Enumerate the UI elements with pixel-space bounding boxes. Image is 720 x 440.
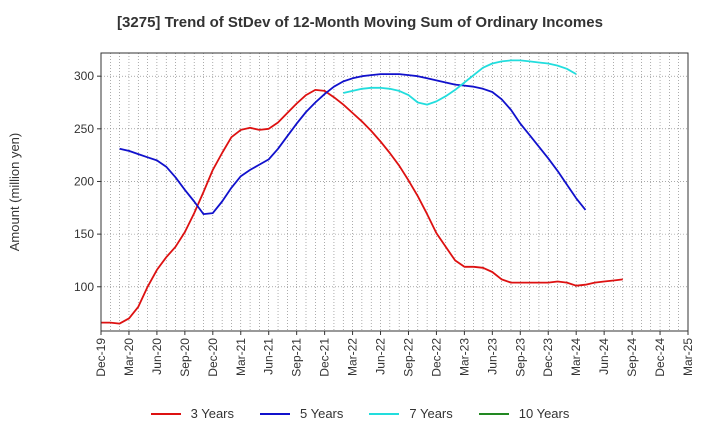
legend-swatch bbox=[150, 412, 181, 415]
legend: 3 Years 5 Years 7 Years 10 Years bbox=[0, 406, 720, 421]
legend-swatch bbox=[478, 412, 509, 415]
y-tick-label: 150 bbox=[74, 227, 94, 241]
x-tick-label: Dec-21 bbox=[318, 338, 332, 377]
x-tick-label: Dec-20 bbox=[206, 338, 220, 377]
y-tick-label: 200 bbox=[74, 174, 94, 188]
series-line-3-years bbox=[101, 89, 623, 325]
x-tick-label: Sep-22 bbox=[401, 338, 415, 377]
legend-swatch bbox=[369, 412, 400, 415]
x-tick-label: Dec-23 bbox=[541, 338, 555, 377]
legend-item-3-years: 3 Years bbox=[150, 406, 234, 421]
x-tick-label: Mar-22 bbox=[346, 338, 360, 376]
chart-title: [3275] Trend of StDev of 12-Month Moving… bbox=[117, 14, 603, 31]
x-tick-label: Jun-23 bbox=[485, 338, 499, 375]
legend-label: 5 Years bbox=[300, 406, 344, 421]
x-tick-label: Dec-22 bbox=[429, 338, 443, 377]
x-tick-label: Jun-21 bbox=[262, 338, 276, 375]
legend-label: 7 Years bbox=[409, 406, 453, 421]
series-line-5-years bbox=[119, 73, 587, 216]
axis-layer: 100 150 200 250 300 Dec-19 Mar-20 Jun-20 Sep-20 D… bbox=[74, 69, 695, 377]
legend-item-5-years: 5 Years bbox=[260, 406, 343, 421]
x-tick-label: Mar-24 bbox=[569, 338, 583, 376]
series-layer bbox=[101, 59, 623, 325]
y-tick-label: 250 bbox=[74, 122, 94, 136]
legend-label: 10 Years bbox=[518, 406, 570, 421]
x-tick-label: Sep-21 bbox=[290, 338, 304, 377]
series-line-7-years bbox=[343, 59, 577, 106]
x-tick-label: Dec-24 bbox=[653, 338, 667, 377]
legend-item-7-years: 7 Years bbox=[369, 406, 453, 421]
legend-swatch bbox=[260, 412, 290, 415]
x-tick-label: Jun-22 bbox=[374, 338, 388, 375]
y-tick-label: 300 bbox=[74, 69, 94, 83]
x-tick-label: Jun-24 bbox=[597, 338, 611, 375]
y-tick-label: 100 bbox=[74, 280, 94, 294]
legend-item-10-years: 10 Years bbox=[478, 406, 570, 421]
x-tick-label: Sep-23 bbox=[513, 338, 527, 377]
legend-label: 3 Years bbox=[190, 406, 234, 421]
plot-frame bbox=[100, 52, 689, 332]
x-tick-label: Sep-24 bbox=[625, 338, 639, 377]
x-tick-label: Mar-21 bbox=[234, 338, 248, 376]
y-axis-label: Amount (million yen) bbox=[7, 133, 22, 252]
x-tick-label: Mar-25 bbox=[681, 338, 695, 376]
x-tick-label: Mar-20 bbox=[122, 338, 136, 376]
x-tick-label: Sep-20 bbox=[178, 338, 192, 377]
x-tick-label: Mar-23 bbox=[457, 338, 471, 376]
grid-layer bbox=[101, 53, 688, 331]
x-tick-label: Dec-19 bbox=[94, 338, 108, 377]
x-tick-label: Jun-20 bbox=[150, 338, 164, 375]
